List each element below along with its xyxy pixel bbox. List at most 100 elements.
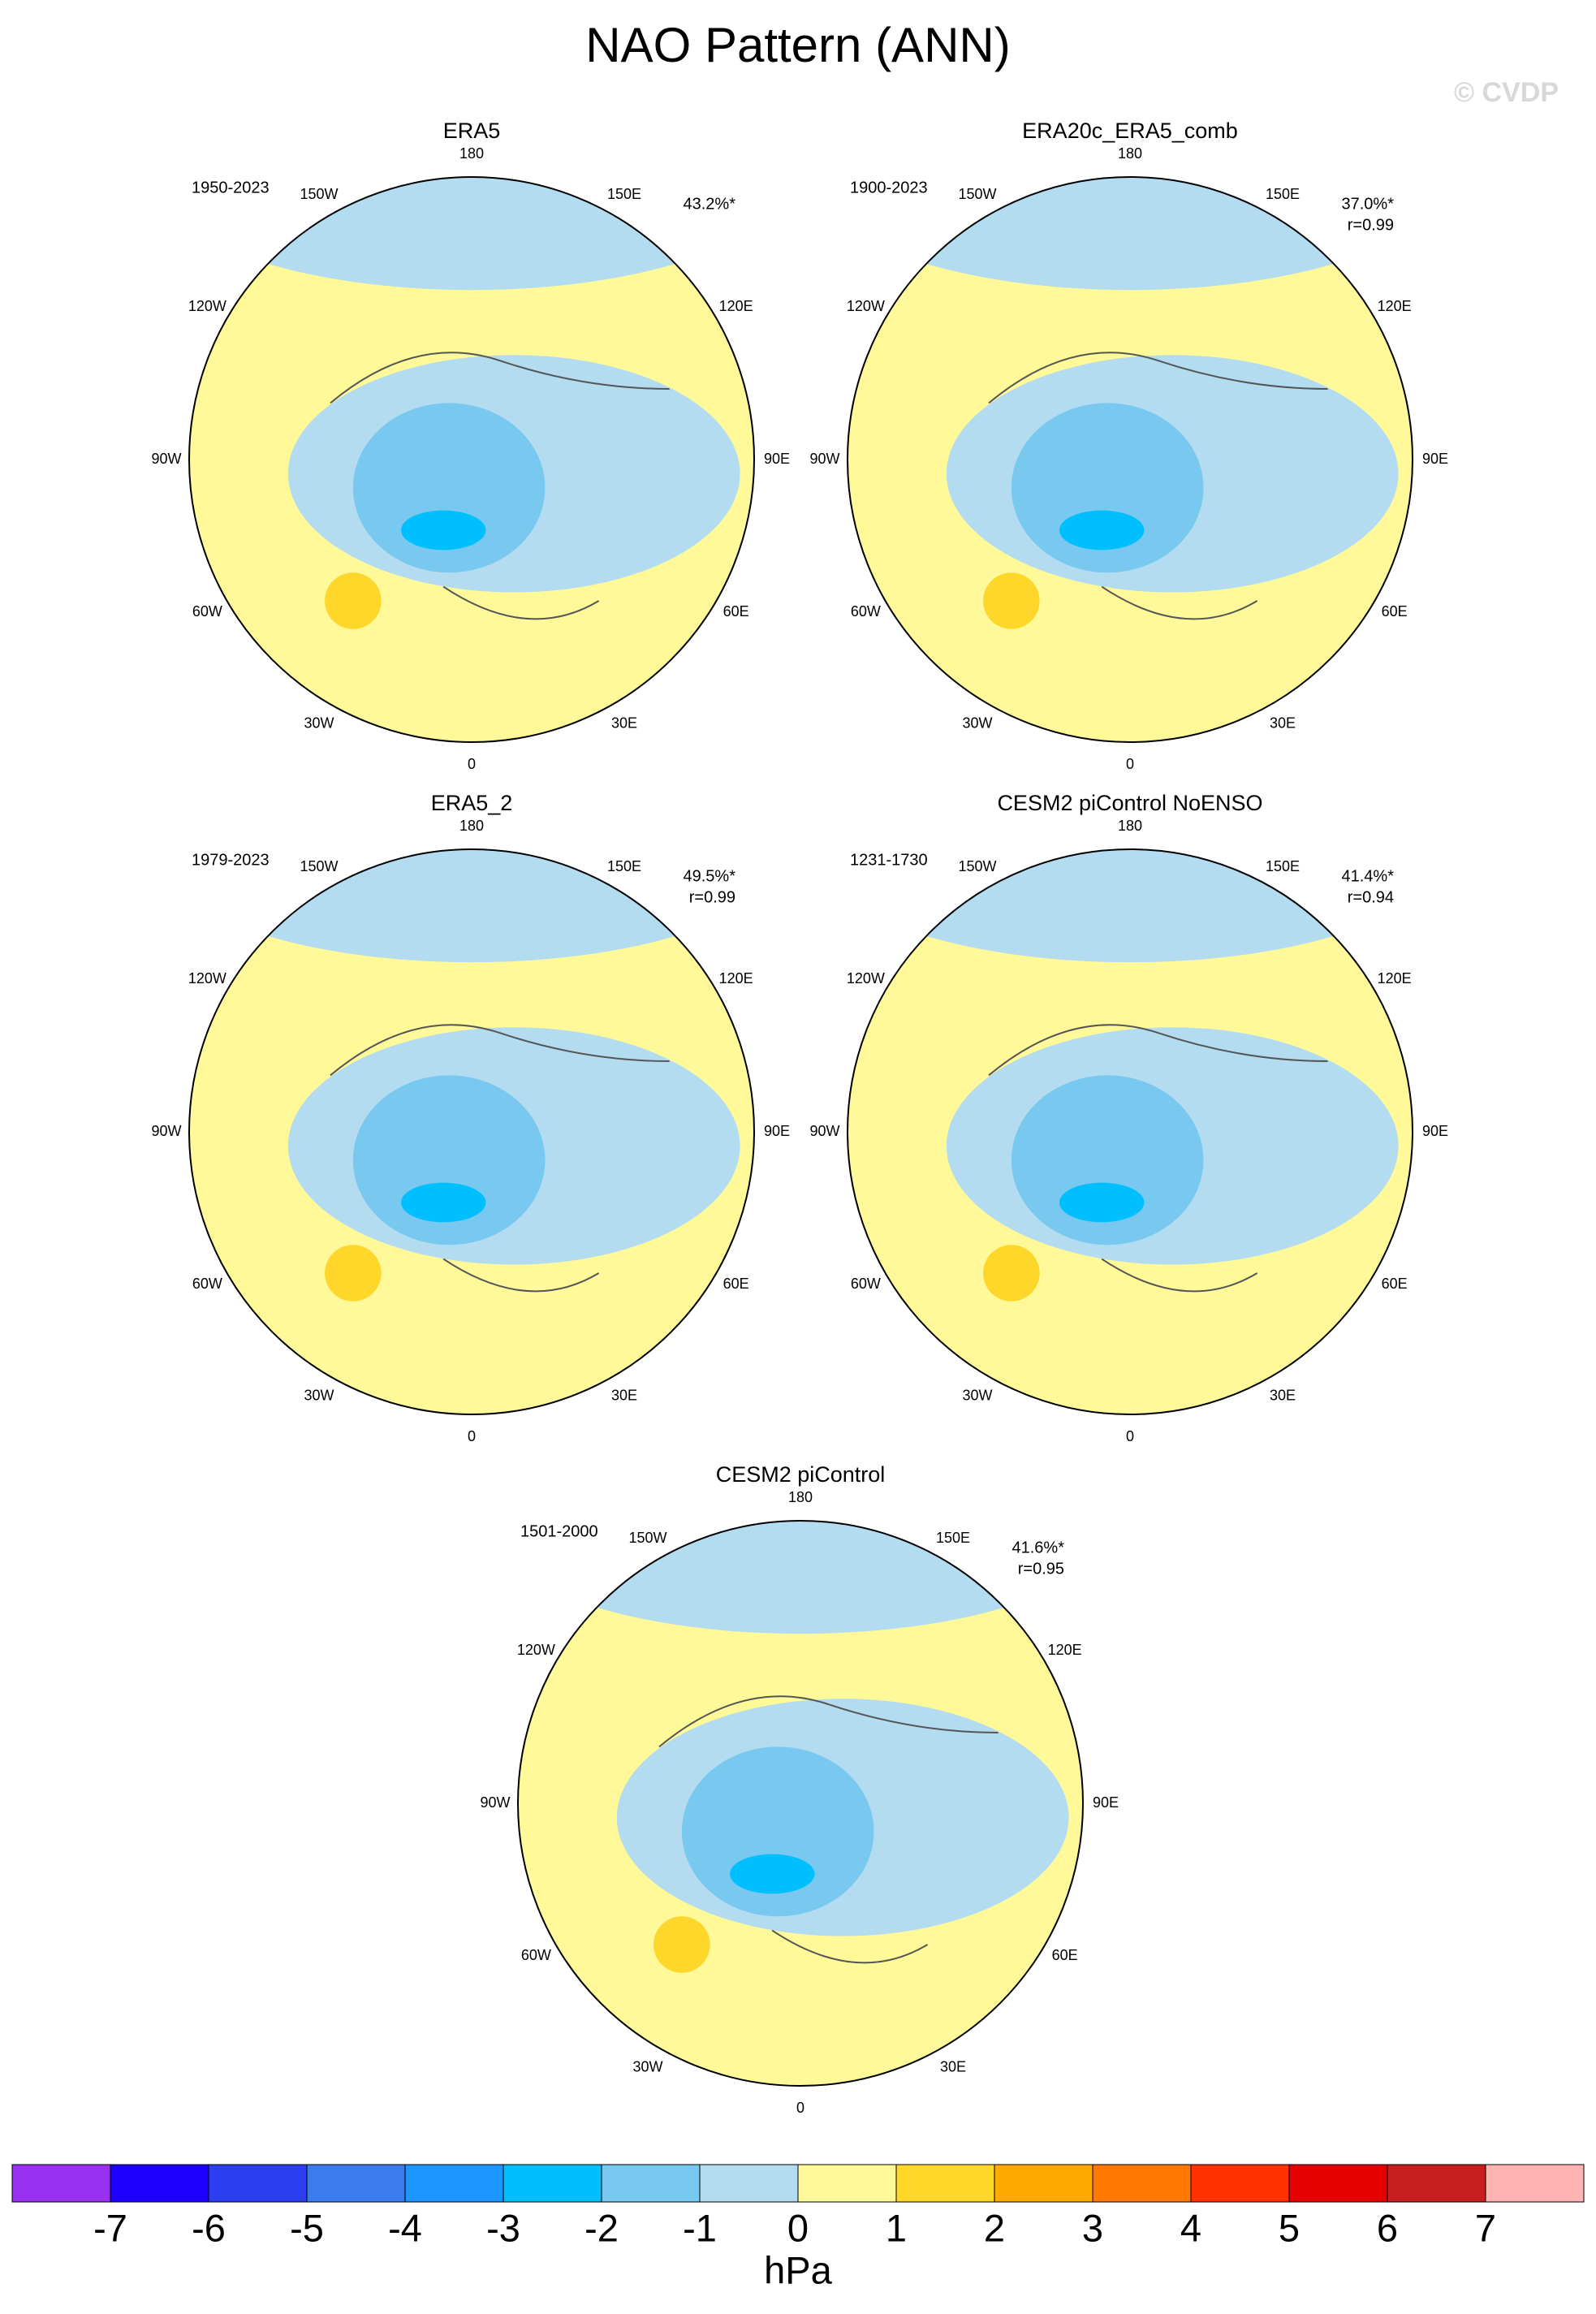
longitude-label: 120W: [847, 298, 885, 314]
colorbar-box: [1387, 2164, 1486, 2203]
longitude-label: 150E: [936, 1530, 970, 1546]
period-label: 1231-1730: [850, 851, 928, 869]
longitude-label: 150E: [607, 858, 641, 874]
longitude-label: 60W: [192, 603, 222, 620]
longitude-label: 90E: [1093, 1794, 1119, 1811]
longitude-label: 60W: [851, 603, 881, 620]
colorbar-tick-label: -5: [290, 2206, 324, 2249]
longitude-label: 60E: [1382, 1276, 1408, 1292]
period-label: 1900-2023: [850, 179, 928, 196]
map-panel: [189, 177, 754, 742]
longitude-label: 0: [796, 2100, 804, 2116]
correlation-label: r=0.99: [689, 888, 735, 906]
colorbar-box: [895, 2164, 995, 2203]
longitude-label: 90E: [1422, 451, 1448, 467]
period-label: 1950-2023: [192, 179, 270, 196]
longitude-label: 60W: [192, 1276, 222, 1292]
colorbar-tick-label: -7: [93, 2206, 127, 2249]
negative-region: [681, 1746, 874, 1917]
map-border: [188, 848, 755, 1415]
colorbar-tick-label: 2: [984, 2206, 1005, 2249]
colorbar-tick-label: -3: [486, 2206, 520, 2249]
coastline: [988, 352, 1328, 620]
longitude-label: 30W: [304, 1387, 334, 1403]
coastline: [988, 1024, 1328, 1293]
positive-region: [325, 572, 382, 629]
longitude-label: 90W: [809, 451, 839, 467]
longitude-label: 180: [1118, 145, 1142, 162]
panel-title: ERA20c_ERA5_comb: [1022, 119, 1238, 143]
coastline: [330, 352, 670, 620]
negative-region: [401, 510, 486, 550]
longitude-label: 30E: [611, 1387, 637, 1403]
longitude-label: 0: [468, 1428, 476, 1444]
map-border: [188, 176, 755, 743]
longitude-label: 180: [788, 1489, 813, 1505]
longitude-label: 60E: [723, 1276, 749, 1292]
negative-region: [1059, 510, 1145, 550]
longitude-label: 30W: [962, 1387, 992, 1403]
colorbar-tick-label: 1: [886, 2206, 907, 2249]
longitude-label: 60E: [1382, 603, 1408, 620]
negative-region: [401, 1182, 486, 1223]
colorbar-tick-label: 0: [787, 2206, 809, 2249]
map-border: [847, 848, 1413, 1415]
longitude-label: 30W: [632, 2058, 662, 2074]
longitude-label: 120E: [719, 970, 753, 986]
colorbar-units: hPa: [764, 2248, 832, 2291]
colorbar-tick-label: -6: [192, 2206, 226, 2249]
longitude-label: 90W: [151, 451, 181, 467]
longitude-label: 30E: [1270, 714, 1296, 731]
period-label: 1501-2000: [520, 1522, 598, 1540]
longitude-label: 90W: [480, 1794, 510, 1811]
longitude-label: 0: [468, 756, 476, 772]
colorbar-box: [110, 2164, 209, 2203]
longitude-label: 90W: [809, 1123, 839, 1139]
map-panel: [189, 849, 754, 1414]
longitude-label: 0: [1126, 1428, 1134, 1444]
longitude-label: 60W: [521, 1947, 551, 1963]
colorbar-tick-label: 7: [1475, 2206, 1496, 2249]
longitude-label: 120E: [719, 298, 753, 314]
panel-title: CESM2 piControl: [716, 1462, 886, 1487]
longitude-label: 120W: [188, 970, 226, 986]
longitude-label: 150E: [607, 186, 641, 202]
colorbar-tick-label: -4: [388, 2206, 422, 2249]
map-panel: [848, 177, 1413, 742]
colorbar-tick-label: 5: [1279, 2206, 1300, 2249]
map-border: [847, 176, 1413, 743]
colorbar-box: [1288, 2164, 1388, 2203]
figure-title: NAO Pattern (ANN): [585, 18, 1010, 72]
panel-title: ERA5: [443, 119, 501, 143]
map-panel: [848, 849, 1413, 1414]
longitude-label: 90W: [151, 1123, 181, 1139]
colorbar-box: [208, 2164, 308, 2203]
variance-label: 41.4%*: [1342, 867, 1395, 885]
negative-region: [848, 849, 1413, 963]
panel-title: ERA5_2: [431, 791, 513, 815]
variance-label: 37.0%*: [1342, 195, 1395, 213]
positive-region: [983, 572, 1040, 629]
coastline: [330, 1024, 670, 1293]
longitude-label: 30E: [1270, 1387, 1296, 1403]
variance-label: 41.6%*: [1012, 1539, 1065, 1556]
longitude-label: 90E: [1422, 1123, 1448, 1139]
colorbar-box: [994, 2164, 1093, 2203]
colorbar-tick-label: 4: [1180, 2206, 1201, 2249]
longitude-label: 180: [459, 818, 484, 834]
map-border: [517, 1520, 1084, 2087]
longitude-label: 120W: [847, 970, 885, 986]
longitude-label: 150W: [958, 858, 996, 874]
longitude-label: 120E: [1378, 970, 1412, 986]
colorbar-tick-label: 3: [1082, 2206, 1103, 2249]
correlation-label: r=0.95: [1018, 1560, 1064, 1578]
negative-region: [352, 1075, 546, 1246]
colorbar-tick-label: 6: [1377, 2206, 1398, 2249]
panel-title: CESM2 piControl NoENSO: [997, 791, 1262, 815]
negative-region: [518, 1521, 1083, 1634]
period-label: 1979-2023: [192, 851, 270, 869]
longitude-label: 180: [459, 145, 484, 162]
negative-region: [848, 177, 1413, 291]
longitude-label: 120E: [1378, 298, 1412, 314]
